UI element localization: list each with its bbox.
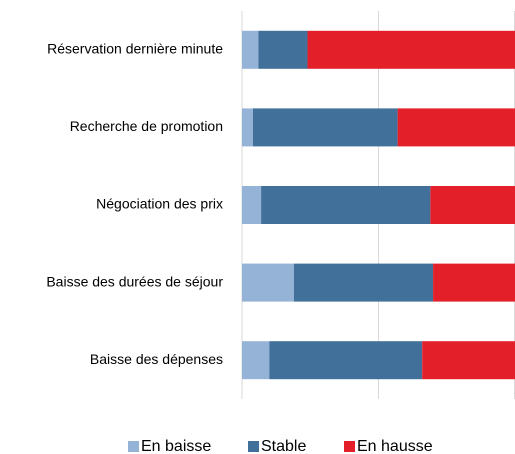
y-tick-label: Réservation dernière minute	[47, 41, 223, 57]
legend-label: En hausse	[357, 438, 433, 454]
bar-segment	[242, 263, 294, 302]
y-tick-label: Négociation des prix	[96, 196, 223, 212]
y-tick-label: Baisse des dépenses	[90, 351, 223, 367]
y-tick-label: Baisse des durées de séjour	[46, 273, 223, 289]
legend-swatch	[128, 441, 139, 452]
bar-segment	[269, 341, 423, 380]
bar-segment	[242, 186, 262, 224]
bar-segment	[242, 341, 270, 380]
bar-segment	[397, 108, 515, 147]
bar-segment	[242, 108, 253, 147]
legend-swatch	[344, 441, 355, 452]
legend-label: En baisse	[141, 438, 211, 454]
bar-segment	[430, 186, 515, 224]
bar-segment	[307, 30, 515, 69]
y-tick-label: Recherche de promotion	[70, 118, 223, 134]
bar-segment	[261, 186, 431, 224]
bar-segment	[242, 30, 259, 69]
bar-segment	[258, 30, 308, 69]
legend-swatch	[248, 441, 259, 452]
legend-label: Stable	[261, 438, 306, 454]
bar-segment	[422, 341, 515, 380]
bar-segment	[433, 263, 515, 302]
bar-segment	[252, 108, 398, 147]
bar-segment	[293, 263, 434, 302]
